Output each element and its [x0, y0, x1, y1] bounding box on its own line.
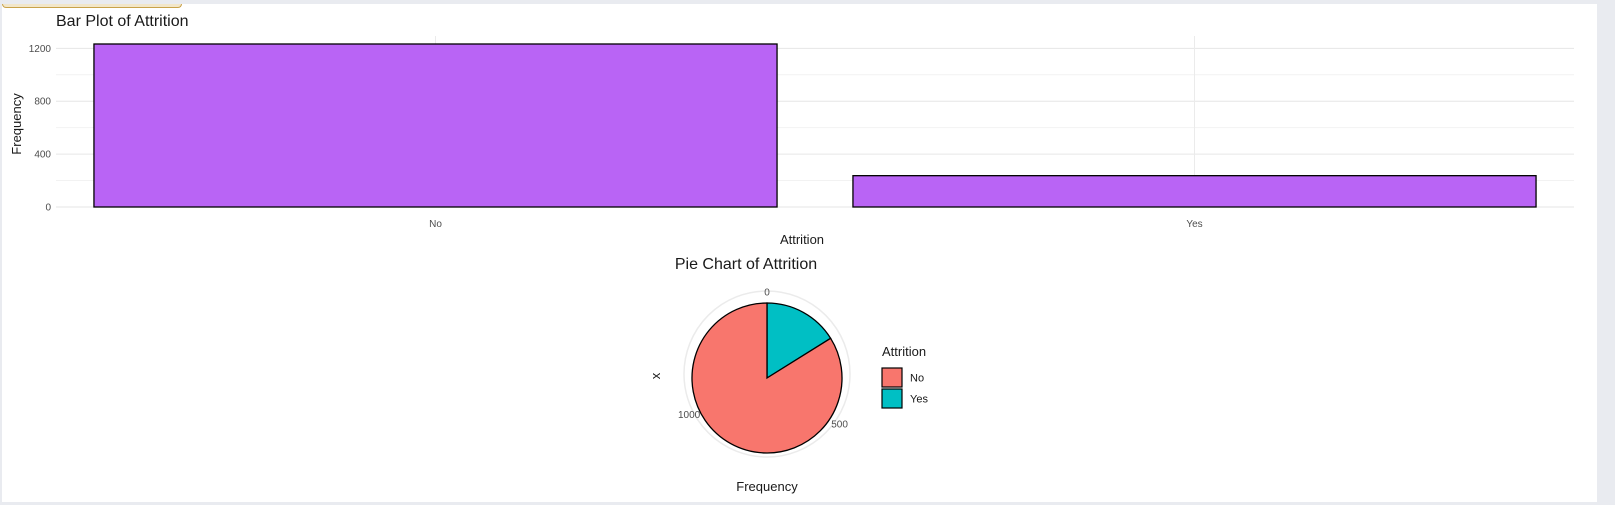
pie-angle-tick-label: 0: [764, 288, 770, 299]
pie-angle-ticks: 0 500 1000: [678, 288, 848, 431]
bar-x-ticks: No Yes: [429, 219, 1203, 230]
pie-angle-tick-label: 1000: [678, 410, 701, 421]
bar-x-tick-label: Yes: [1186, 219, 1202, 230]
pie-slices: [691, 302, 843, 454]
bar-y-tick-label: 800: [34, 97, 51, 108]
bar-x-tick-label: No: [429, 219, 442, 230]
pie-slice-no: [691, 302, 843, 454]
legend-key-no: [881, 367, 903, 388]
bar-no: [93, 43, 778, 208]
bar-y-ticks: 0 400 800 1200: [29, 44, 52, 214]
bar-y-tick-label: 0: [45, 203, 51, 214]
pie-chart-title: Pie Chart of Attrition: [675, 256, 817, 273]
bar-yes: [852, 175, 1537, 208]
legend-label-no: No: [910, 373, 924, 385]
pie-angle-tick-label: 500: [831, 420, 848, 431]
bar-chart-title: Bar Plot of Attrition: [56, 13, 189, 30]
bar-bars: [93, 43, 1537, 208]
pie-x-axis-title: Frequency: [736, 479, 798, 494]
legend-title: Attrition: [882, 344, 926, 359]
bar-y-axis-title: Frequency: [9, 93, 24, 155]
pie-y-axis-title: x: [648, 372, 663, 379]
legend-key-yes: [881, 388, 903, 409]
bar-x-axis-title: Attrition: [780, 232, 824, 247]
bar-y-tick-label: 1200: [29, 44, 52, 55]
legend: No Yes: [881, 367, 928, 409]
legend-label-yes: Yes: [910, 394, 928, 406]
pie-slice-yes: [766, 302, 832, 380]
bar-y-tick-label: 400: [34, 150, 51, 161]
pie-panel-grid: [683, 290, 851, 458]
plot-panel: Bar Plot of Attrition 0 400 800 1200 No Yes …: [2, 4, 1597, 502]
